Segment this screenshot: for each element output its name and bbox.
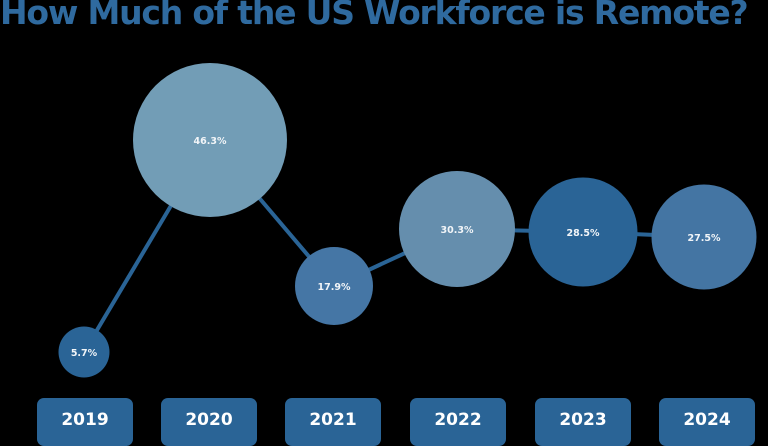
- year-label-2020: 2020: [161, 398, 257, 446]
- bubble-circle: [295, 247, 373, 325]
- bubble-2023: 28.5%: [528, 177, 638, 287]
- bubble-2020: 46.3%: [133, 63, 287, 217]
- bubble-value-label: 28.5%: [567, 228, 600, 239]
- chart-title: How Much of the US Workforce is Remote?: [0, 0, 749, 32]
- bubble-2022: 30.3%: [399, 171, 515, 287]
- year-label-2023: 2023: [535, 398, 631, 446]
- bubble-circle: [58, 326, 110, 378]
- bubble-value-label: 30.3%: [441, 225, 474, 236]
- year-label-2019: 2019: [37, 398, 133, 446]
- bubble-2019: 5.7%: [58, 326, 110, 378]
- bubble-value-label: 27.5%: [688, 233, 721, 244]
- bubble-circle: [133, 63, 287, 217]
- bubble-2024: 27.5%: [651, 184, 757, 290]
- bubble-2021: 17.9%: [295, 247, 373, 325]
- year-label-2021: 2021: [285, 398, 381, 446]
- bubble-circle: [651, 184, 757, 290]
- bubble-circle: [528, 177, 638, 287]
- year-label-2022: 2022: [410, 398, 506, 446]
- bubble-value-label: 46.3%: [194, 136, 227, 147]
- year-label-2024: 2024: [659, 398, 755, 446]
- bubble-value-label: 17.9%: [318, 282, 351, 293]
- bubble-value-label: 5.7%: [71, 348, 98, 359]
- bubble-circle: [399, 171, 515, 287]
